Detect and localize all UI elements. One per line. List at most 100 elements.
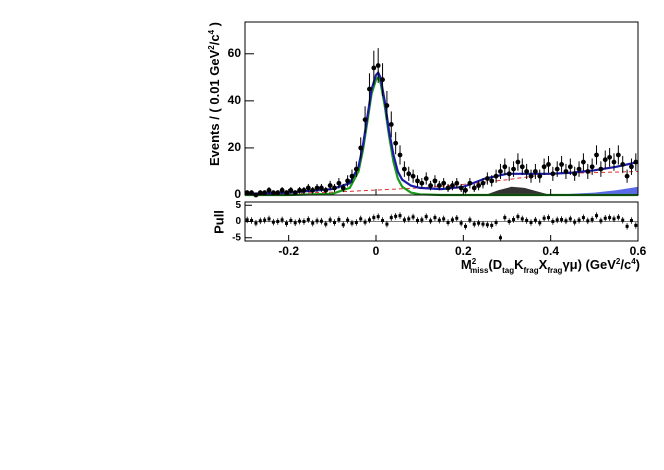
data-point [432, 178, 438, 184]
pull-point [306, 218, 310, 222]
pull-point [581, 216, 585, 220]
pull-point [472, 222, 476, 226]
y-axis-title-part: Events / ( 0.01 GeV [207, 49, 222, 166]
pull-point [424, 215, 428, 219]
pull-point [498, 236, 502, 240]
y-axis-title-part: 4 [207, 29, 216, 34]
pull-point [350, 221, 354, 225]
x-axis-title-part: M [461, 257, 472, 272]
pull-point [546, 216, 550, 220]
pull-point [507, 220, 511, 223]
data-point [314, 185, 320, 191]
data-point [454, 180, 460, 186]
pull-point [258, 219, 262, 223]
pull-point [516, 215, 520, 219]
pull-point [398, 214, 402, 218]
pull-point [503, 216, 507, 220]
pull-point [555, 218, 559, 222]
pull-point [376, 215, 380, 219]
pull-point [533, 218, 537, 222]
data-point [511, 166, 516, 172]
pull-point [420, 218, 424, 222]
data-point [615, 152, 621, 158]
y-tick-label: 40 [228, 93, 242, 107]
pull-point [389, 216, 393, 220]
pull-point [250, 219, 254, 223]
pull-point [446, 220, 450, 224]
x-tick-label: 0.6 [630, 244, 647, 258]
data-point [498, 169, 503, 174]
pull-point [595, 214, 599, 218]
data-point [519, 164, 525, 170]
data-point [598, 166, 604, 172]
pull-point [564, 219, 568, 223]
data-point [249, 190, 254, 196]
pull-point [586, 219, 590, 223]
data-point [380, 77, 385, 83]
data-point [594, 152, 599, 158]
pull-point [315, 219, 319, 223]
data-point [305, 185, 311, 191]
fill-area [550, 186, 638, 195]
x-tick-label: 0.4 [542, 244, 559, 258]
pull-point [341, 223, 345, 227]
x-axis-title-part: γμ) (GeV [562, 257, 616, 272]
data-point [458, 185, 464, 191]
data-point [375, 63, 381, 68]
pull-tick-label: 0 [235, 216, 241, 227]
pull-point [512, 218, 516, 222]
y-axis-title-part: ) [207, 22, 222, 30]
pull-point [590, 218, 594, 222]
data-point [589, 164, 595, 170]
pull-point [568, 217, 572, 221]
fill-area [485, 186, 551, 195]
pull-point [381, 219, 385, 223]
data-point [340, 185, 346, 191]
pull-point [429, 219, 433, 223]
data-point [410, 173, 416, 179]
data-point [572, 171, 578, 177]
pull-tick-label: -5 [232, 232, 241, 243]
pull-point [616, 215, 620, 219]
pull-point [494, 220, 498, 224]
pull-point [529, 220, 533, 224]
pull-point [280, 218, 284, 222]
data-point [301, 187, 307, 193]
pull-point [402, 218, 406, 222]
pull-point [455, 216, 459, 220]
y-tick-label: 0 [234, 187, 241, 201]
data-point [476, 183, 482, 188]
pull-point [437, 218, 441, 222]
x-axis-title-part: 4 [631, 257, 636, 266]
x-tick-label: 0.2 [455, 244, 472, 258]
data-point [419, 180, 425, 186]
data-point [436, 183, 442, 188]
data-point [467, 180, 473, 186]
data-point [345, 178, 351, 184]
pull-point [442, 217, 446, 221]
x-tick-label: 0 [373, 244, 380, 258]
data-point [310, 187, 316, 193]
pull-point [298, 219, 302, 223]
pull-point [490, 223, 494, 227]
data-point [358, 145, 364, 151]
data-point [428, 183, 433, 188]
pull-point [520, 217, 524, 221]
x-axis-title-part: frag [547, 266, 562, 275]
data-point [506, 171, 512, 177]
data-point [607, 154, 613, 160]
y-tick-label: 60 [228, 46, 242, 60]
data-point [257, 190, 263, 196]
pull-point [271, 220, 275, 224]
pull-point [319, 219, 323, 223]
data-point [502, 164, 508, 170]
pull-point [359, 217, 363, 221]
pull-point [346, 218, 350, 222]
pull-point [385, 222, 389, 226]
data-point [353, 166, 359, 172]
pull-point [625, 224, 629, 228]
x-axis-title-part: (D [488, 257, 502, 272]
data-point [441, 180, 447, 186]
